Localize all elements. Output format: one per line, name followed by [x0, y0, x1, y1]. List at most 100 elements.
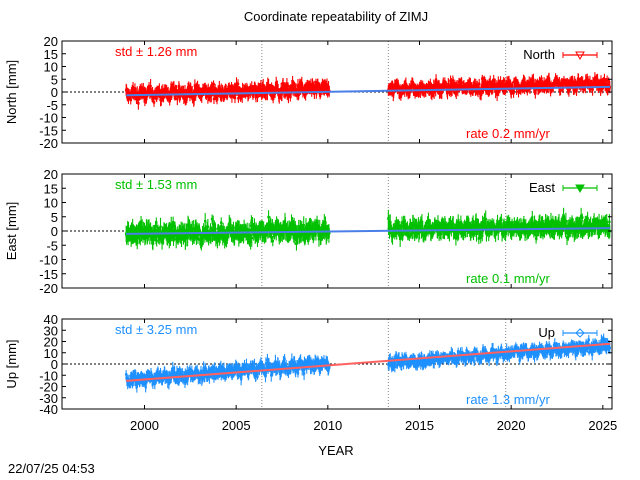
data-point	[599, 88, 602, 91]
data-point	[183, 89, 187, 92]
data-point	[321, 225, 325, 228]
data-point	[399, 233, 402, 237]
data-point	[390, 82, 393, 86]
data-point	[307, 234, 311, 237]
data-point	[271, 96, 275, 100]
data-point	[289, 226, 292, 229]
data-point	[564, 219, 568, 223]
data-point	[205, 235, 208, 239]
data-point	[292, 225, 295, 229]
data-point	[540, 77, 543, 80]
data-point	[409, 224, 412, 227]
data-point	[460, 81, 463, 85]
data-point	[210, 230, 213, 233]
data-point	[314, 80, 318, 84]
data-point	[518, 224, 521, 227]
legend-label: North	[523, 47, 555, 62]
data-point	[223, 230, 226, 233]
data-point	[581, 80, 584, 84]
data-point	[202, 366, 205, 370]
data-point	[429, 85, 432, 88]
data-point	[565, 236, 569, 239]
data-point	[599, 81, 602, 85]
data-point	[135, 385, 139, 388]
data-point	[278, 96, 281, 100]
data-point	[436, 230, 439, 233]
data-point	[127, 97, 130, 101]
y-tick-label: -15	[39, 123, 58, 138]
data-point	[597, 231, 600, 234]
data-point	[319, 237, 323, 240]
data-point	[206, 234, 209, 237]
data-point	[510, 232, 513, 235]
data-point	[251, 223, 254, 226]
data-point	[139, 221, 143, 225]
data-point	[186, 369, 189, 373]
data-point	[281, 224, 285, 228]
data-point	[470, 84, 474, 88]
data-point	[302, 223, 305, 227]
data-point	[131, 380, 134, 383]
data-point	[492, 79, 496, 83]
data-point	[203, 233, 207, 236]
data-point	[477, 237, 481, 240]
data-point	[183, 380, 187, 383]
data-point	[307, 226, 310, 230]
data-point	[212, 97, 216, 101]
data-point	[275, 232, 278, 236]
data-point	[289, 94, 292, 97]
data-point	[512, 91, 515, 95]
data-point	[247, 229, 251, 232]
data-point	[249, 85, 252, 89]
data-point	[286, 84, 290, 88]
data-point	[291, 80, 294, 83]
data-point	[470, 232, 474, 236]
data-point	[270, 236, 273, 239]
data-point	[230, 95, 234, 98]
data-point	[297, 225, 300, 228]
data-point	[536, 80, 539, 84]
data-point	[196, 229, 199, 233]
data-point	[449, 90, 453, 94]
data-point	[413, 232, 417, 235]
data-point	[542, 81, 546, 85]
data-point	[206, 95, 210, 98]
data-point	[212, 82, 215, 86]
data-point	[536, 84, 539, 87]
data-point	[182, 97, 186, 100]
data-point	[434, 89, 437, 93]
data-point	[599, 78, 603, 82]
data-point	[509, 83, 512, 86]
data-point	[389, 221, 392, 224]
data-point	[216, 240, 219, 243]
data-point	[214, 227, 217, 231]
chart-title: Coordinate repeatability of ZIMJ	[244, 9, 428, 24]
data-point	[126, 239, 130, 242]
data-point	[481, 234, 484, 237]
y-tick-label: 10	[44, 60, 58, 75]
data-point	[586, 78, 590, 81]
data-point	[254, 86, 257, 89]
data-point	[133, 89, 137, 92]
data-point	[199, 369, 203, 373]
data-point	[316, 83, 320, 86]
data-point	[166, 237, 169, 241]
data-point	[607, 79, 610, 82]
data-point	[484, 81, 487, 84]
data-point	[129, 383, 132, 386]
data-point	[161, 88, 165, 92]
data-point	[178, 85, 181, 88]
y-tick-label: -5	[46, 238, 58, 253]
data-point	[320, 88, 323, 92]
data-point	[250, 236, 253, 240]
data-point	[419, 225, 422, 228]
data-point	[423, 91, 426, 95]
data-point	[573, 87, 576, 90]
data-point	[521, 85, 525, 89]
data-point	[159, 225, 162, 229]
data-point	[287, 93, 291, 96]
data-point	[167, 226, 171, 229]
data-point	[140, 86, 144, 90]
